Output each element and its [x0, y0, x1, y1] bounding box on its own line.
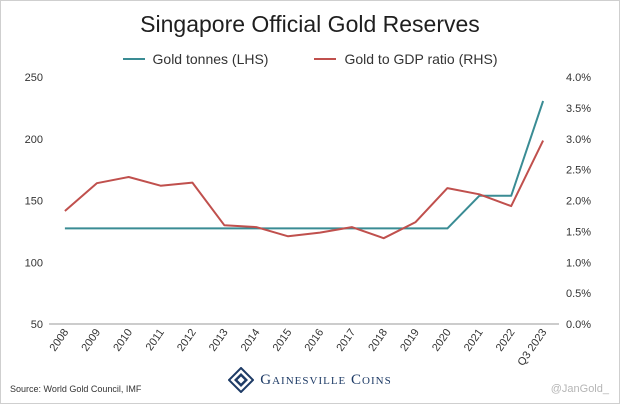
gainesville-coins-logo-icon	[228, 367, 255, 393]
y-right-tick-label: 1.5%	[566, 226, 591, 238]
y-left-tick-label: 50	[31, 319, 43, 331]
x-tick-label: 2022	[494, 327, 518, 354]
watermark: @JanGold_	[550, 383, 609, 395]
legend-label-gold-tonnes: Gold tonnes (LHS)	[152, 51, 269, 67]
y-left-tick-label: 250	[25, 72, 43, 84]
y-right-tick-label: 0.0%	[566, 319, 591, 331]
x-tick-label: 2020	[430, 327, 454, 354]
x-tick-label: 2019	[398, 327, 422, 354]
y-right-tick-label: 4.0%	[566, 72, 591, 84]
y-right-tick-label: 2.0%	[566, 196, 591, 208]
x-tick-label: 2016	[303, 327, 327, 354]
x-tick-label: 2014	[239, 327, 263, 354]
legend-item-gold-tonnes: Gold tonnes (LHS)	[122, 51, 269, 67]
legend-item-gold-gdp: Gold to GDP ratio (RHS)	[314, 51, 497, 67]
legend-label-gold-gdp: Gold to GDP ratio (RHS)	[344, 51, 498, 67]
legend-swatch-gold-gdp	[314, 58, 337, 60]
brand-logo: Gainesville Coins	[1, 367, 619, 393]
x-tick-label: 2013	[207, 327, 231, 354]
y-right-tick-label: 0.5%	[566, 288, 591, 300]
series-line-gold-tonnes	[64, 100, 545, 230]
x-tick-label: 2010	[111, 327, 135, 354]
x-tick-label: 2011	[144, 327, 167, 353]
brand-name: Gainesville Coins	[260, 371, 392, 388]
x-tick-label: 2021	[462, 327, 486, 354]
y-left-tick-label: 100	[25, 257, 43, 269]
y-left-tick-label: 150	[25, 196, 43, 208]
x-tick-label: 2015	[271, 327, 295, 354]
legend-swatch-gold-tonnes	[122, 58, 145, 60]
y-right-tick-label: 3.0%	[566, 134, 591, 146]
x-tick-label: 2008	[48, 327, 72, 354]
series-line-gold-gdp-ratio	[64, 140, 544, 240]
chart-title: Singapore Official Gold Reserves	[140, 11, 480, 37]
x-tick-label: 2018	[366, 327, 390, 354]
x-tick-label: 2009	[79, 327, 103, 354]
x-tick-label: 2017	[334, 327, 358, 354]
x-tick-label: Q3 2023	[515, 327, 549, 368]
y-left-tick-label: 200	[25, 134, 43, 146]
chart-legend: Gold tonnes (LHS) Gold to GDP ratio (RHS…	[1, 51, 619, 67]
y-right-tick-label: 2.5%	[566, 165, 591, 177]
source-note: Source: World Gold Council, IMF	[10, 384, 142, 394]
y-right-tick-label: 3.5%	[566, 103, 591, 115]
x-tick-label: 2012	[175, 327, 199, 354]
y-right-tick-label: 1.0%	[566, 257, 591, 269]
